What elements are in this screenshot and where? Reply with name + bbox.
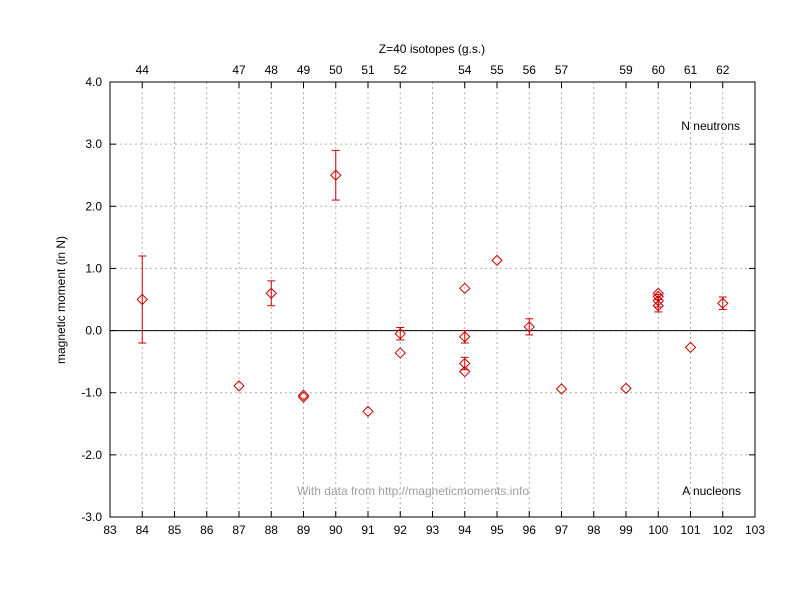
x-tick-label: 93 [426,523,440,537]
top-tick-label: 49 [297,63,311,77]
x-tick-label: 97 [555,523,569,537]
diamond-marker [459,357,471,370]
top-tick-label: 62 [716,63,730,77]
x-tick-label: 101 [680,523,700,537]
watermark-text: With data from http://magneticmoments.in… [297,484,529,498]
y-tick-label: 1.0 [85,261,102,275]
x-tick-label: 100 [648,523,668,537]
data-point [523,318,535,336]
data-point [394,326,406,341]
diamond-marker [136,293,148,306]
annotation-nucleons: A nucleons [682,484,741,498]
diamond-marker [459,365,471,378]
data-point [620,382,632,395]
x-tick-label: 103 [745,523,765,537]
x-tick-label: 90 [329,523,343,537]
x-tick-label: 85 [168,523,182,537]
y-tick-label: -2.0 [81,448,102,462]
data-point [459,330,471,344]
top-tick-label: 47 [232,63,246,77]
diamond-marker [394,327,406,340]
x-tick-label: 102 [713,523,733,537]
top-tick-label: 44 [136,63,150,77]
diamond-marker [555,383,568,395]
y-tick-label: 4.0 [85,75,102,89]
diamond-marker [265,287,277,299]
y-tick-label: 0.0 [85,324,102,338]
diamond-marker [459,331,471,343]
x-tick-label: 92 [394,523,408,537]
top-tick-label: 57 [555,63,569,77]
data-point [555,383,568,395]
top-tick-label: 50 [329,63,343,77]
top-tick-labels: 44 47 48 49 50 51 52 54 55 56 57 59 60 61 62 [136,63,730,77]
diamond-marker [620,382,632,395]
data-point [459,282,471,295]
x-tick-label: 98 [587,523,601,537]
x-tick-label: 84 [136,523,150,537]
y-tick-label: -1.0 [81,386,102,400]
x-tick-label: 95 [490,523,504,537]
data-point [684,341,697,354]
data-point [136,255,148,344]
data-point [297,391,310,403]
diamond-marker [297,391,310,403]
top-tick-label: 59 [619,63,633,77]
axis-ticks [109,81,756,518]
diamond-marker [652,300,664,312]
y-tick-label: 2.0 [85,199,102,213]
diamond-marker [330,169,342,181]
x-tick-label: 83 [103,523,117,537]
x-tick-label: 88 [265,523,279,537]
x-tick-label: 94 [458,523,472,537]
top-tick-label: 52 [394,63,408,77]
data-point [297,389,310,401]
data-point [265,280,277,307]
diamond-marker [459,282,471,295]
y-axis-label: magnetic moment (in N) [54,236,68,364]
data-point [491,254,503,267]
top-tick-label: 54 [458,63,472,77]
diamond-marker [394,347,406,359]
top-tick-label: 61 [684,63,698,77]
x-tick-label: 91 [361,523,375,537]
data-point [717,296,729,310]
data-point [459,356,471,371]
y-tick-label: -3.0 [81,510,102,524]
diamond-marker [523,321,535,333]
x-tick-label: 86 [200,523,214,537]
diamond-marker [297,389,310,401]
top-tick-label: 60 [652,63,666,77]
data-point [330,149,342,201]
top-tick-label: 48 [265,63,279,77]
diamond-marker [684,341,697,354]
top-tick-label: 56 [523,63,537,77]
x-tick-label: 87 [232,523,246,537]
diamond-marker [717,297,729,309]
data-point [459,365,471,378]
x-tick-labels: 83 84 85 86 87 88 89 90 91 92 93 94 95 96 97 98 99 100 101… [103,523,765,537]
x-tick-label: 89 [297,523,311,537]
top-tick-label: 55 [490,63,504,77]
x-tick-label: 96 [523,523,537,537]
data-point [362,405,374,418]
data-point [394,347,406,359]
top-tick-label: 51 [361,63,375,77]
diamond-marker [491,254,503,267]
chart-title: Z=40 isotopes (g.s.) [379,42,485,56]
diamond-marker [233,380,245,392]
y-tick-label: 3.0 [85,137,102,151]
diamond-marker [362,405,374,418]
data-point [652,299,664,313]
data-points [136,149,729,418]
y-tick-labels: -3.0 -2.0 -1.0 0.0 1.0 2.0 3.0 4.0 [81,75,102,524]
x-tick-label: 99 [619,523,633,537]
data-point [233,380,245,392]
annotation-neutrons: N neutrons [681,119,740,133]
